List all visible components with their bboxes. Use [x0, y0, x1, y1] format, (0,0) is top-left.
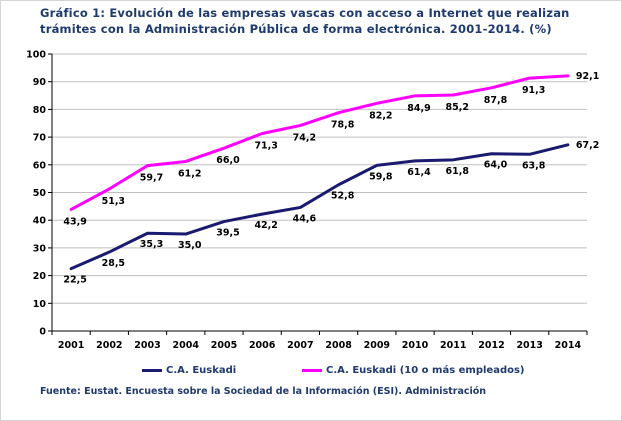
legend-label-euskadi-10-mas: C.A. Euskadi (10 o más empleados): [326, 364, 525, 376]
x-tick-label: 2010: [402, 340, 429, 351]
x-tick-label: 2005: [211, 340, 237, 351]
data-label: 67,2: [576, 140, 599, 151]
x-tick-label: 2014: [555, 340, 582, 351]
x-tick-label: 2007: [287, 340, 313, 351]
x-tick-label: 2011: [440, 340, 466, 351]
data-label: 35,0: [178, 240, 202, 251]
x-tick-label: 2013: [516, 340, 542, 351]
legend-label-euskadi: C.A. Euskadi: [166, 364, 237, 376]
data-label: 66,0: [216, 155, 240, 166]
data-label: 61,8: [446, 166, 470, 177]
y-tick-label: 40: [33, 216, 47, 227]
data-label: 78,8: [331, 120, 355, 131]
x-tick-label: 2002: [96, 340, 122, 351]
chart-title: Gráfico 1: Evolución de las empresas vas…: [40, 6, 570, 36]
legend-item-euskadi: C.A. Euskadi: [142, 362, 236, 378]
x-tick-label: 2003: [134, 340, 160, 351]
y-tick-label: 30: [33, 243, 47, 254]
data-label: 22,5: [63, 275, 86, 286]
data-label: 92,1: [576, 71, 599, 82]
y-tick-label: 0: [39, 327, 46, 338]
data-label: 91,3: [522, 85, 545, 96]
data-label: 61,4: [407, 167, 431, 178]
data-label: 63,8: [522, 160, 546, 171]
legend: C.A. Euskadi C.A. Euskadi (10 o más empl…: [0, 362, 622, 378]
data-label: 74,2: [293, 132, 316, 143]
data-label: 61,2: [178, 168, 201, 179]
legend-swatch-euskadi: [142, 368, 162, 372]
data-label: 71,3: [254, 140, 277, 151]
legend-item-euskadi-10-mas: C.A. Euskadi (10 o más empleados): [302, 362, 525, 378]
data-label: 59,7: [140, 173, 163, 184]
data-label: 35,3: [140, 239, 163, 250]
data-label: 39,5: [216, 228, 239, 239]
data-label: 64,0: [484, 160, 508, 171]
series-line-1: [69, 74, 570, 211]
source-note: Fuente: Eustat. Encuesta sobre la Socied…: [40, 386, 487, 397]
data-label: 87,8: [484, 95, 508, 106]
data-label: 42,2: [254, 220, 277, 231]
series-line-0: [69, 143, 570, 271]
data-label: 28,5: [102, 258, 125, 269]
x-tick-label: 2009: [364, 340, 390, 351]
y-tick-label: 20: [33, 271, 47, 282]
y-tick-label: 90: [33, 77, 47, 88]
x-tick-label: 2006: [249, 340, 276, 351]
line-chart: 0 10 20 30 40 50 60 70 80 90 100 2001 2002 2003 2004 20…: [26, 50, 599, 352]
x-tick-label: 2001: [58, 340, 84, 351]
data-label: 85,2: [446, 102, 469, 113]
y-tick-label: 80: [33, 105, 47, 116]
x-tick-label: 2008: [325, 340, 352, 351]
x-tick-label: 2004: [173, 340, 200, 351]
y-tick-label: 100: [26, 50, 46, 61]
data-label: 84,9: [407, 103, 430, 114]
data-label: 44,6: [293, 213, 317, 224]
y-tick-label: 60: [33, 160, 47, 171]
data-label: 51,3: [102, 196, 125, 207]
data-label: 82,2: [369, 110, 392, 121]
data-label: 59,8: [369, 171, 393, 182]
y-tick-label: 70: [33, 133, 47, 144]
legend-swatch-euskadi-10-mas: [302, 368, 322, 372]
y-tick-label: 10: [33, 299, 47, 310]
data-label: 43,9: [63, 216, 86, 227]
data-label: 52,8: [331, 191, 355, 202]
x-tick-label: 2012: [478, 340, 504, 351]
y-tick-label: 50: [33, 188, 47, 199]
